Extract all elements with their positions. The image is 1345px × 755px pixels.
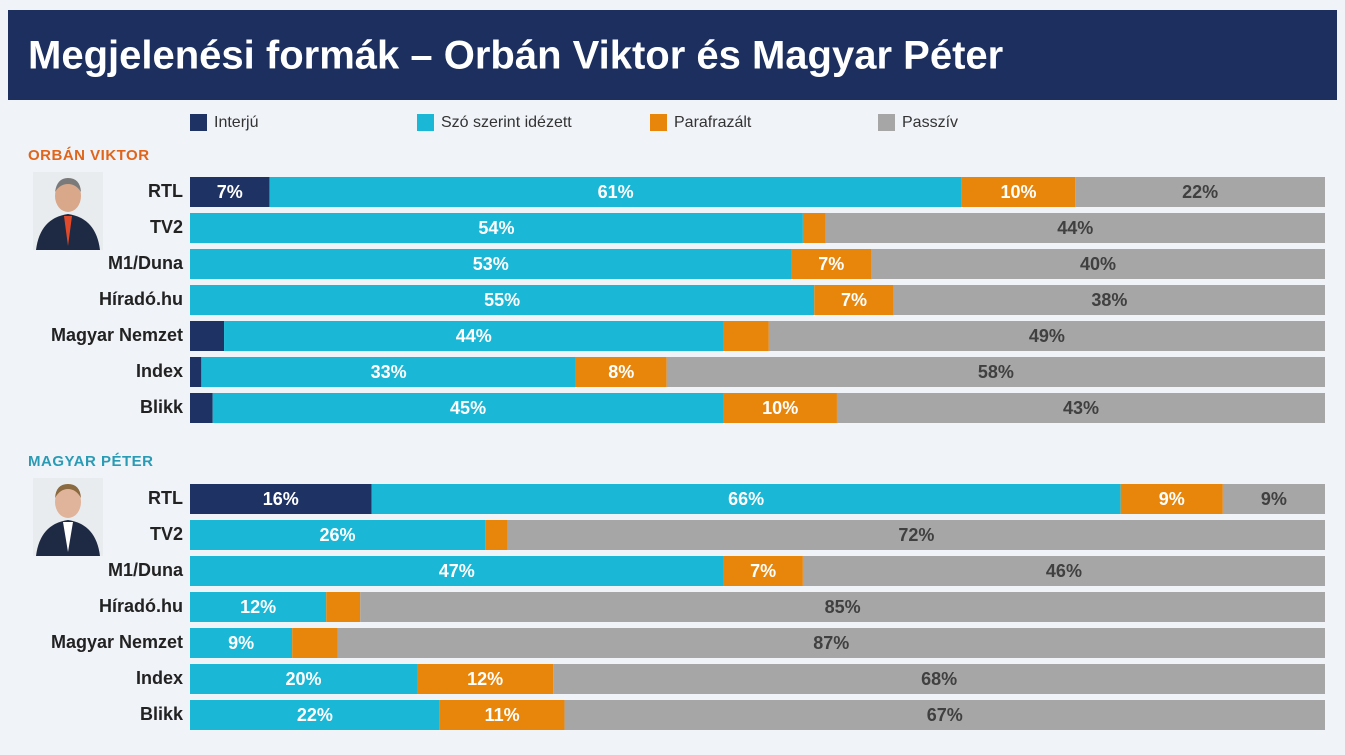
bar-segment [190, 357, 201, 387]
value-label: 9% [228, 633, 254, 653]
legend-label: Szó szerint idézett [441, 114, 572, 131]
value-label: 40% [1080, 254, 1116, 274]
category-label: Blikk [140, 704, 184, 724]
value-label: 53% [473, 254, 509, 274]
value-label: 7% [750, 561, 776, 581]
value-label: 10% [762, 398, 798, 418]
value-label: 46% [1046, 561, 1082, 581]
value-label: 10% [1001, 182, 1037, 202]
value-label: 11% [485, 705, 520, 725]
value-label: 44% [456, 326, 492, 346]
value-label: 85% [825, 597, 861, 617]
bar-segment [803, 213, 826, 243]
category-label: M1/Duna [108, 560, 184, 580]
title: Megjelenési formák – Orbán Viktor és Mag… [28, 34, 1003, 78]
value-label: 33% [371, 362, 407, 382]
bar-segment [190, 393, 213, 423]
value-label: 54% [478, 218, 514, 238]
bar-segment [190, 321, 224, 351]
legend-swatch [190, 114, 207, 131]
value-label: 44% [1057, 218, 1093, 238]
value-label: 8% [608, 362, 634, 382]
category-label: TV2 [150, 217, 183, 237]
legend-swatch [417, 114, 434, 131]
value-label: 9% [1159, 489, 1185, 509]
legend-label: Passzív [902, 114, 958, 131]
category-label: Index [136, 361, 183, 381]
category-label: Magyar Nemzet [51, 632, 183, 652]
category-label: RTL [148, 488, 183, 508]
value-label: 7% [841, 290, 867, 310]
category-label: RTL [148, 181, 183, 201]
value-label: 43% [1063, 398, 1099, 418]
legend-swatch [878, 114, 895, 131]
value-label: 67% [927, 705, 963, 725]
value-label: 38% [1091, 290, 1127, 310]
value-label: 72% [898, 525, 934, 545]
value-label: 7% [217, 182, 243, 202]
category-label: M1/Duna [108, 253, 184, 273]
value-label: 61% [598, 182, 634, 202]
value-label: 22% [1182, 182, 1218, 202]
page: Megjelenési formák – Orbán Viktor és Mag… [0, 0, 1345, 755]
value-label: 7% [818, 254, 844, 274]
value-label: 47% [439, 561, 475, 581]
value-label: 45% [450, 398, 486, 418]
value-label: 20% [285, 669, 321, 689]
category-label: Index [136, 668, 183, 688]
value-label: 9% [1261, 489, 1287, 509]
category-label: Blikk [140, 397, 184, 417]
value-label: 16% [263, 489, 299, 509]
legend-label: Interjú [214, 114, 258, 131]
value-label: 87% [813, 633, 849, 653]
photo [33, 478, 103, 556]
value-label: 12% [467, 669, 503, 689]
photo [33, 172, 103, 250]
bar-segment [326, 592, 360, 622]
value-label: 49% [1029, 326, 1065, 346]
category-label: Híradó.hu [99, 289, 183, 309]
legend-label: Parafrazált [674, 114, 752, 131]
value-label: 55% [484, 290, 520, 310]
value-label: 12% [240, 597, 276, 617]
value-label: 58% [978, 362, 1014, 382]
value-label: 66% [728, 489, 764, 509]
section-title: MAGYAR PÉTER [28, 453, 153, 470]
value-label: 68% [921, 669, 957, 689]
section-title: ORBÁN VIKTOR [28, 147, 150, 164]
chart: Megjelenési formák – Orbán Viktor és Mag… [0, 0, 1345, 755]
bar-segment [292, 628, 337, 658]
category-label: Híradó.hu [99, 596, 183, 616]
bar-segment [485, 520, 508, 550]
value-label: 26% [320, 525, 356, 545]
legend-swatch [650, 114, 667, 131]
bar-segment [723, 321, 768, 351]
category-label: Magyar Nemzet [51, 325, 183, 345]
value-label: 22% [297, 705, 333, 725]
category-label: TV2 [150, 524, 183, 544]
